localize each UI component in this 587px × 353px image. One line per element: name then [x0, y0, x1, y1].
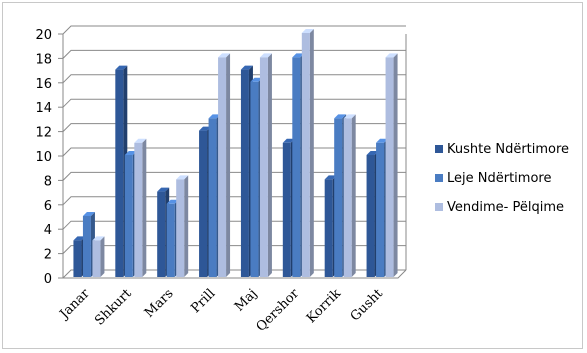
bar-front: [259, 57, 268, 278]
gridline: [62, 49, 406, 59]
bar-front: [208, 118, 217, 278]
y-tick-label: 4: [44, 223, 52, 238]
x-tick-label: Mars: [142, 286, 177, 321]
bar-front: [282, 142, 291, 277]
bar-side: [393, 53, 398, 278]
bar: [301, 29, 314, 277]
bar-top: [166, 199, 179, 204]
bar: [343, 114, 356, 278]
bar-top: [366, 151, 379, 155]
bar-front: [157, 191, 166, 277]
bar-front: [199, 130, 208, 277]
x-tick-label: Janar: [56, 286, 94, 324]
bar-front: [366, 155, 375, 277]
gridline: [62, 98, 406, 108]
bar-front: [134, 142, 143, 277]
bar-top: [240, 65, 253, 70]
gridline: [62, 74, 406, 84]
bar-front: [385, 57, 394, 278]
bar-front: [250, 81, 259, 277]
bar-front: [218, 57, 227, 278]
x-tick-label: Prill: [188, 286, 218, 316]
bar-top: [376, 138, 389, 143]
y-tick-label: 10: [35, 150, 52, 165]
bar-front: [376, 142, 385, 277]
bar-top: [343, 114, 356, 119]
legend-label: Leje Ndërtimore: [447, 171, 551, 186]
bar-top: [124, 151, 137, 155]
bar-top: [334, 114, 347, 119]
y-tick-label: 16: [35, 77, 52, 92]
legend-label: Vendime- Pëlqime: [447, 200, 564, 215]
bar-side: [309, 29, 314, 277]
bar-front: [166, 203, 175, 277]
y-tick-label: 6: [44, 199, 52, 214]
bar-top: [301, 29, 314, 33]
bar-top: [292, 53, 305, 58]
floor-edge: [63, 269, 407, 279]
bar-side: [226, 53, 231, 278]
bar-top: [73, 236, 86, 241]
gridline: [62, 25, 406, 35]
bar-top: [324, 175, 337, 180]
x-tick-label: Qershor: [254, 286, 303, 335]
y-tick-label: 14: [35, 101, 52, 116]
y-tick-label: 0: [44, 272, 52, 287]
bar-top: [157, 187, 170, 192]
bar-top: [259, 53, 272, 58]
legend-swatch: [435, 145, 443, 153]
bar: [176, 175, 189, 277]
bar-top: [208, 114, 221, 119]
bar-side: [351, 114, 356, 278]
bar-front: [343, 118, 352, 278]
x-tick-label: Shkurt: [92, 286, 135, 329]
y-tick-label: 2: [44, 248, 52, 263]
bar-top: [199, 126, 212, 131]
bar-top: [115, 65, 128, 70]
bar: [218, 53, 231, 278]
bar-top: [250, 77, 263, 82]
bar-top: [134, 138, 147, 143]
bar-side: [100, 236, 105, 277]
legend-swatch: [435, 203, 443, 211]
bar-side: [267, 53, 272, 278]
bar-top: [385, 53, 398, 58]
bar: [92, 236, 105, 277]
y-tick-label: 8: [44, 174, 52, 189]
y-tick-label: 12: [35, 126, 52, 141]
bar-front: [324, 179, 333, 277]
bar-front: [82, 216, 91, 277]
bar-front: [176, 179, 185, 277]
bar-side: [142, 138, 147, 277]
bar-front: [124, 155, 133, 277]
bar: [259, 53, 272, 278]
bar-front: [92, 240, 101, 277]
bar-front: [73, 240, 82, 277]
bar-top: [218, 53, 231, 58]
legend-swatch: [435, 174, 443, 182]
bar: [134, 138, 147, 277]
bar-front: [240, 69, 249, 277]
y-tick-label: 18: [35, 52, 52, 67]
x-tick-label: Gusht: [348, 286, 387, 325]
y-tick-label: 20: [35, 28, 52, 43]
bar-top: [176, 175, 189, 180]
bar-front: [301, 33, 310, 277]
chart-area: 0 2 4 6 8 10 12 14 16 18 20 Janar Shkurt Mars Prill Ma…: [2, 2, 583, 349]
x-tick-label: Korrik: [304, 286, 344, 326]
bar: [385, 53, 398, 278]
x-tick-label: Maj: [232, 286, 260, 314]
bar-side: [184, 175, 189, 277]
bar-front: [292, 57, 301, 278]
legend-label: Kushte Ndërtimore: [447, 142, 569, 157]
bar-chart: 0 2 4 6 8 10 12 14 16 18 20 Janar Shkurt Mars Prill Ma…: [35, 25, 569, 335]
bar-top: [82, 212, 95, 216]
bar-front: [115, 69, 124, 277]
bar-front: [334, 118, 343, 278]
bar-top: [92, 236, 105, 241]
bar-top: [282, 138, 295, 143]
